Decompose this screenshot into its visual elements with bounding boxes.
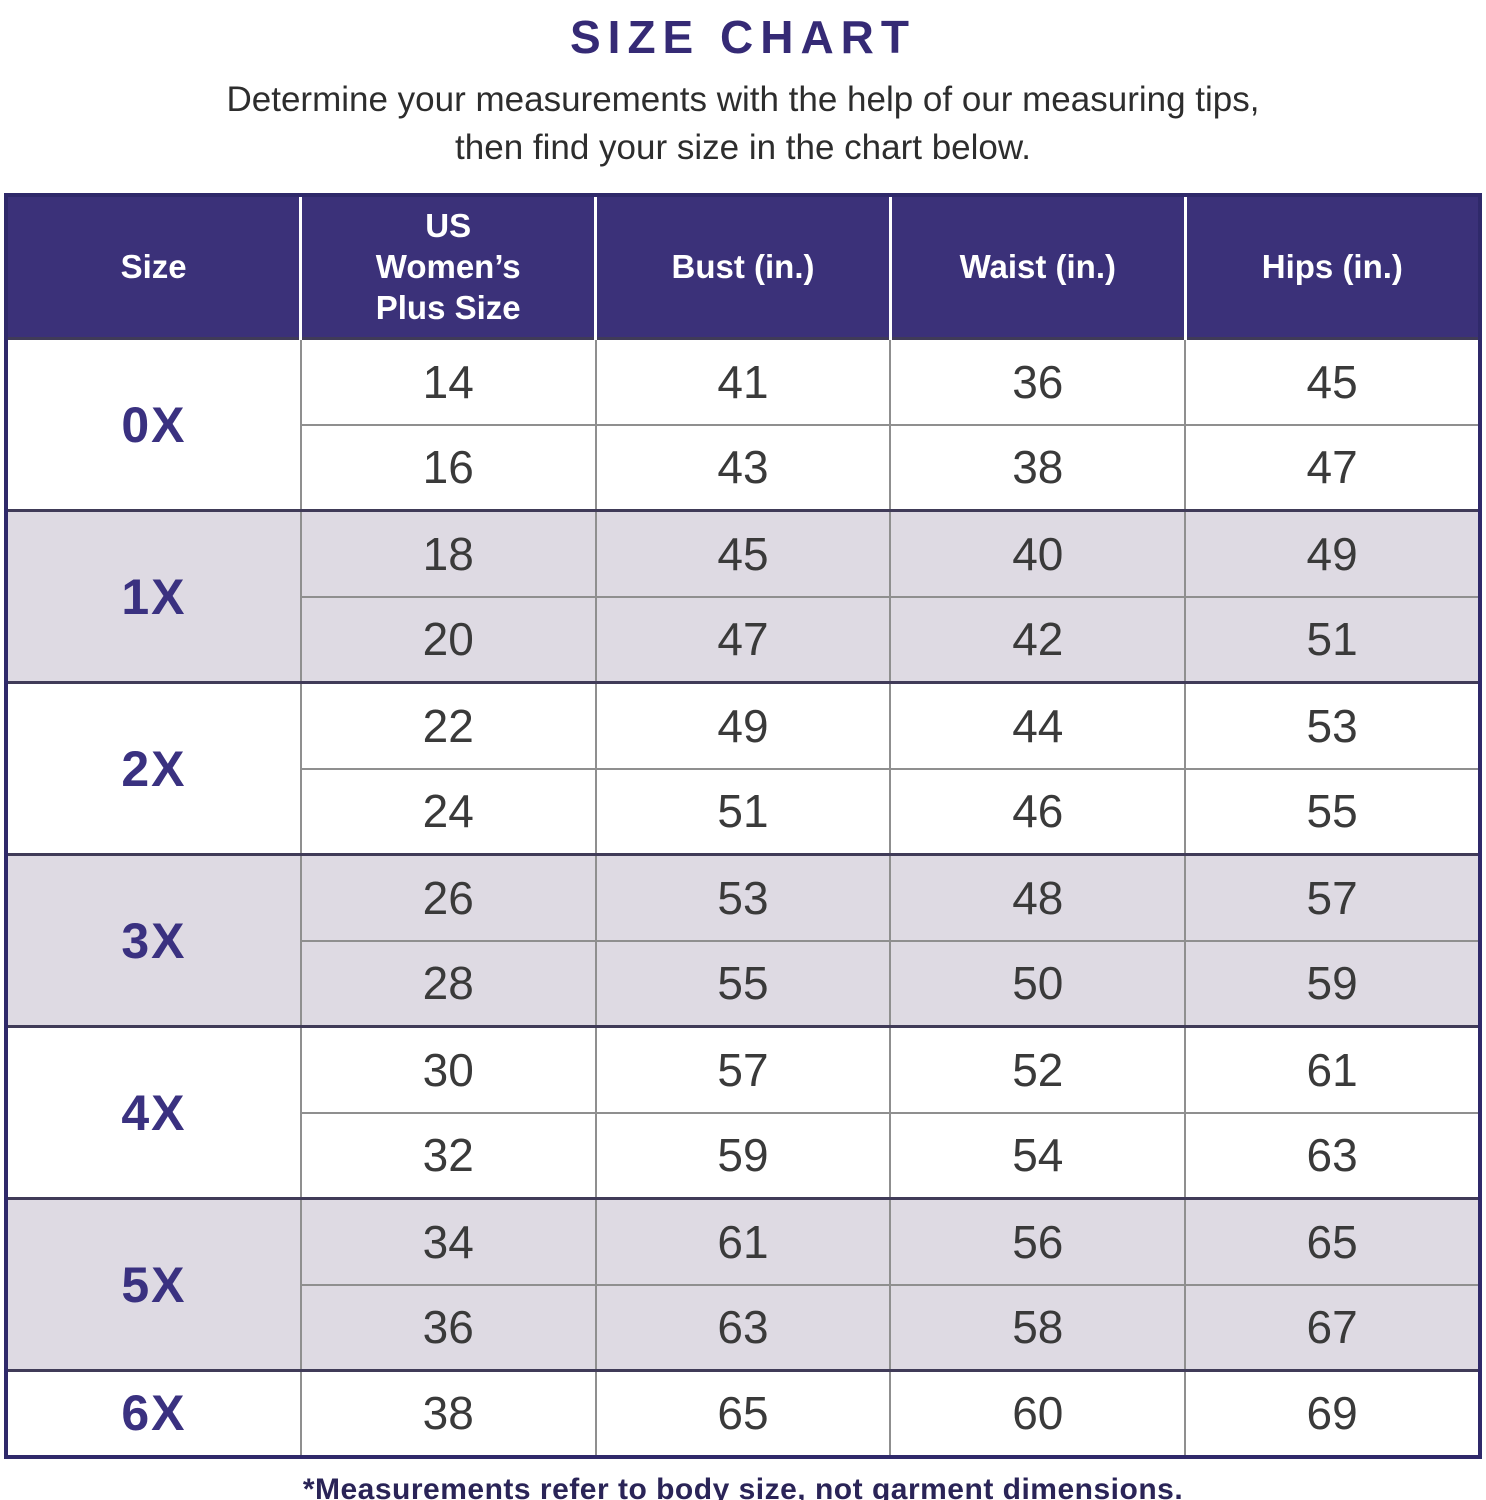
size-group-label: 5X xyxy=(6,1197,301,1371)
table-row: 36 63 58 67 xyxy=(6,1283,1480,1371)
table-row: 6X 38 65 60 69 xyxy=(6,1369,1480,1457)
column-header-waist: Waist (in.) xyxy=(888,194,1186,339)
subtitle-line-2: then find your size in the chart below. xyxy=(455,128,1031,168)
cell-waist: 58 xyxy=(889,1283,1186,1371)
cell-bust: 45 xyxy=(594,509,891,597)
cell-plus-size: 30 xyxy=(299,1025,596,1113)
column-header-size: Size xyxy=(6,194,301,339)
size-group-label: 3X xyxy=(6,853,301,1027)
cell-bust: 47 xyxy=(594,595,891,683)
page-subtitle: Determine your measurements with the hel… xyxy=(0,76,1486,173)
header-row: Size US Women’s Plus Size Bust (in.) Wai… xyxy=(6,194,1480,339)
cell-plus-size: 20 xyxy=(299,595,596,683)
cell-plus-size: 38 xyxy=(299,1369,596,1457)
cell-hips: 49 xyxy=(1184,509,1480,597)
cell-waist: 48 xyxy=(889,853,1186,941)
cell-plus-size: 18 xyxy=(299,509,596,597)
cell-bust: 51 xyxy=(594,767,891,855)
cell-bust: 55 xyxy=(594,939,891,1027)
cell-hips: 61 xyxy=(1184,1025,1480,1113)
size-chart-table: Size US Women’s Plus Size Bust (in.) Wai… xyxy=(4,192,1482,1459)
cell-bust: 41 xyxy=(594,337,891,425)
size-group-label: 0X xyxy=(6,337,301,511)
cell-plus-size: 24 xyxy=(299,767,596,855)
cell-waist: 42 xyxy=(889,595,1186,683)
cell-waist: 44 xyxy=(889,681,1186,769)
cell-bust: 43 xyxy=(594,423,891,511)
cell-plus-size: 22 xyxy=(299,681,596,769)
cell-hips: 55 xyxy=(1184,767,1480,855)
cell-bust: 65 xyxy=(594,1369,891,1457)
cell-hips: 53 xyxy=(1184,681,1480,769)
table-row: 16 43 38 47 xyxy=(6,423,1480,511)
cell-waist: 38 xyxy=(889,423,1186,511)
size-group-label: 6X xyxy=(6,1369,301,1457)
cell-waist: 60 xyxy=(889,1369,1186,1457)
cell-hips: 59 xyxy=(1184,939,1480,1027)
measurement-footnote: *Measurements refer to body size, not ga… xyxy=(302,1472,1184,1500)
cell-waist: 50 xyxy=(889,939,1186,1027)
size-group-label: 2X xyxy=(6,681,301,855)
cell-bust: 63 xyxy=(594,1283,891,1371)
cell-bust: 61 xyxy=(594,1197,891,1285)
table-row: 3X 26 53 48 57 xyxy=(6,853,1480,1027)
cell-bust: 59 xyxy=(594,1111,891,1199)
cell-hips: 51 xyxy=(1184,595,1480,683)
cell-hips: 45 xyxy=(1184,337,1480,425)
cell-waist: 54 xyxy=(889,1111,1186,1199)
cell-waist: 36 xyxy=(889,337,1186,425)
cell-plus-size: 28 xyxy=(299,939,596,1027)
cell-plus-size: 36 xyxy=(299,1283,596,1371)
cell-waist: 40 xyxy=(889,509,1186,597)
cell-bust: 49 xyxy=(594,681,891,769)
table-row: 0X 14 41 36 45 xyxy=(6,337,1480,511)
column-header-plus-size: US Women’s Plus Size xyxy=(299,194,596,339)
cell-waist: 52 xyxy=(889,1025,1186,1113)
subtitle-line-1: Determine your measurements with the hel… xyxy=(226,80,1260,119)
size-group-label: 1X xyxy=(6,509,301,683)
size-group-label: 4X xyxy=(6,1025,301,1199)
cell-plus-size: 34 xyxy=(299,1197,596,1285)
cell-hips: 57 xyxy=(1184,853,1480,941)
table-row: 32 59 54 63 xyxy=(6,1111,1480,1199)
cell-hips: 65 xyxy=(1184,1197,1480,1285)
table-row: 5X 34 61 56 65 xyxy=(6,1197,1480,1371)
cell-bust: 57 xyxy=(594,1025,891,1113)
cell-hips: 47 xyxy=(1184,423,1480,511)
cell-plus-size: 14 xyxy=(299,337,596,425)
cell-plus-size: 26 xyxy=(299,853,596,941)
cell-bust: 53 xyxy=(594,853,891,941)
cell-plus-size: 32 xyxy=(299,1111,596,1199)
page-title: SIZE CHART xyxy=(570,11,916,63)
column-header-hips: Hips (in.) xyxy=(1183,194,1480,339)
table-row: 4X 30 57 52 61 xyxy=(6,1025,1480,1199)
size-table-body: 0X 14 41 36 45 16 43 38 47 1X 18 45 40 49 20 47 42 51 2X 22… xyxy=(6,337,1480,1457)
table-header: Size US Women’s Plus Size Bust (in.) Wai… xyxy=(6,194,1480,339)
cell-plus-size: 16 xyxy=(299,423,596,511)
table-row: 28 55 50 59 xyxy=(6,939,1480,1027)
table-row: 1X 18 45 40 49 xyxy=(6,509,1480,683)
column-header-bust: Bust (in.) xyxy=(594,194,891,339)
cell-waist: 56 xyxy=(889,1197,1186,1285)
cell-hips: 69 xyxy=(1184,1369,1480,1457)
cell-hips: 67 xyxy=(1184,1283,1480,1371)
cell-hips: 63 xyxy=(1184,1111,1480,1199)
table-row: 2X 22 49 44 53 xyxy=(6,681,1480,855)
table-row: 24 51 46 55 xyxy=(6,767,1480,855)
cell-waist: 46 xyxy=(889,767,1186,855)
table-row: 20 47 42 51 xyxy=(6,595,1480,683)
